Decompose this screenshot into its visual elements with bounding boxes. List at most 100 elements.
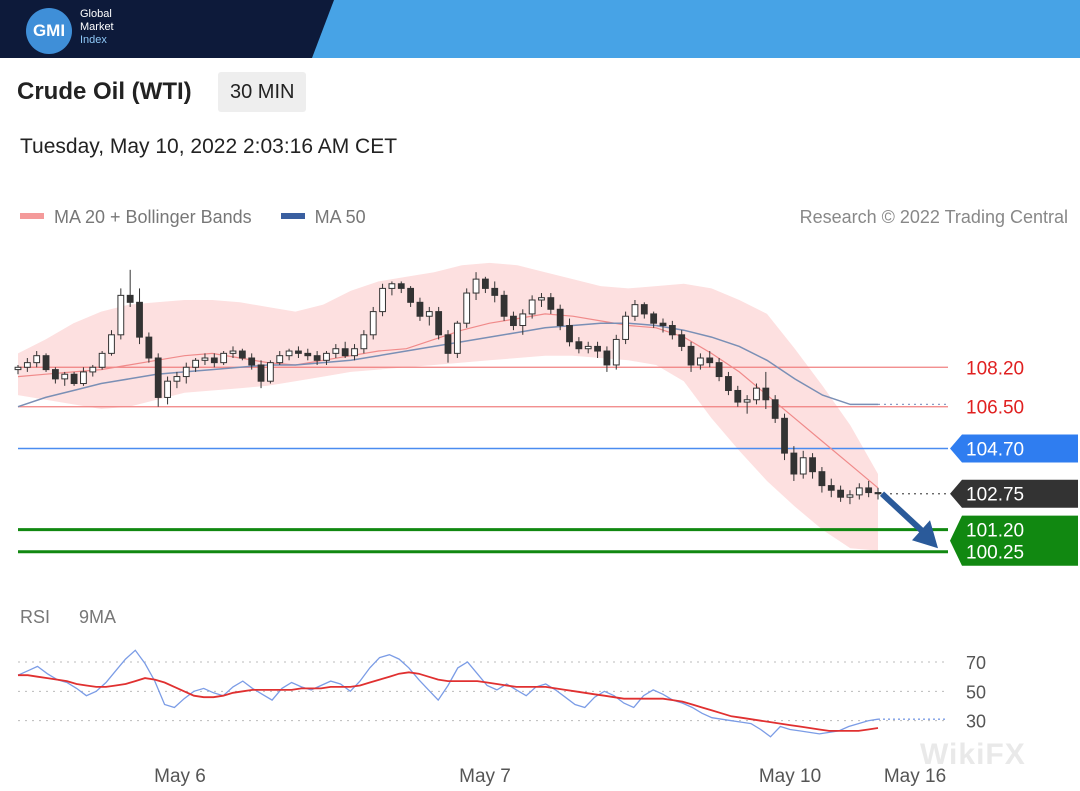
candle-body (285, 350, 293, 357)
candle-body (472, 278, 480, 294)
level-tag-label: 101.20 (966, 521, 1024, 542)
candle-body (865, 487, 873, 494)
candle (80, 367, 87, 386)
candle-body (566, 325, 573, 343)
candle (238, 348, 246, 361)
candle-body (126, 294, 134, 303)
candle-body (210, 357, 218, 364)
candle (201, 353, 209, 365)
candle-body (790, 452, 798, 475)
level-tag-label: 102.75 (966, 485, 1024, 506)
candle (874, 487, 882, 500)
candle (192, 358, 200, 372)
candle (472, 272, 480, 300)
legend-item-ma20: MA 20 + Bollinger Bands (20, 207, 252, 228)
candle (154, 353, 162, 407)
candle (248, 353, 256, 370)
level-tag-106.50: 106.50 (966, 398, 1024, 419)
legend-swatch-ma50 (280, 213, 305, 220)
candle-body (463, 292, 471, 324)
candle (715, 358, 723, 382)
candle (725, 371, 732, 396)
candle (809, 453, 816, 479)
level-tag-label: 106.50 (966, 398, 1024, 419)
candle-body (696, 357, 704, 366)
candle (743, 395, 751, 414)
candle-body (23, 362, 31, 368)
price-legend: MA 20 + Bollinger Bands MA 50 (20, 207, 390, 228)
candle (126, 269, 134, 307)
level-tag-bg (950, 479, 1078, 508)
candle (323, 351, 330, 365)
candle-body (510, 315, 517, 327)
candle-body (313, 355, 321, 361)
candle-body (136, 301, 143, 338)
candle (285, 348, 293, 361)
candle-body (70, 373, 78, 385)
candle (818, 467, 826, 493)
candle (678, 330, 686, 352)
candle (622, 311, 630, 345)
rsi-tick-label: 30 (966, 712, 986, 732)
x-axis-label: May 16 (884, 766, 946, 787)
legend-label-ma50: MA 50 (314, 207, 366, 227)
candle-body (201, 357, 209, 361)
candle-body (98, 352, 106, 368)
candle (435, 306, 443, 340)
candle-body (192, 359, 200, 368)
candle-body (51, 369, 59, 380)
candle (33, 351, 41, 368)
candle (556, 304, 564, 331)
candle-body (753, 387, 760, 401)
candle (612, 334, 620, 370)
candle (855, 483, 863, 500)
candle-body (659, 322, 667, 327)
candle-body (182, 366, 190, 378)
candle (341, 341, 349, 358)
brand-line-index: Index (80, 34, 107, 46)
candle (210, 353, 218, 368)
candle (827, 478, 835, 498)
candle-body (538, 297, 545, 301)
candle (397, 281, 405, 294)
candle-body (220, 352, 228, 364)
candle (173, 371, 181, 389)
candle (276, 351, 284, 365)
legend-swatch-ma20 (20, 213, 44, 220)
interval-selector[interactable]: 30 MIN (218, 72, 307, 112)
candle (584, 341, 592, 354)
candle (781, 413, 788, 461)
candle (164, 376, 171, 405)
candle-body (874, 492, 882, 495)
candle (538, 293, 545, 307)
candle (696, 353, 704, 370)
legend-label-9ma: 9MA (79, 607, 117, 627)
candle-body (687, 345, 695, 366)
gmi-logo[interactable]: GMI (26, 8, 72, 54)
candle (687, 341, 695, 372)
candle-body (622, 315, 630, 340)
candle (70, 371, 78, 386)
legend-item-9ma: 9MA (79, 607, 116, 628)
candle-body (341, 348, 349, 357)
candle-body (481, 278, 489, 289)
candle (425, 306, 433, 326)
legend-item-ma50: MA 50 (280, 207, 366, 228)
candle-body (584, 345, 592, 350)
candle (51, 367, 59, 384)
candle-body (528, 299, 536, 315)
candle-body (603, 350, 611, 366)
candle-body (360, 334, 368, 350)
candle (416, 297, 424, 321)
candle (865, 480, 873, 498)
candle (23, 358, 31, 372)
candle-body (734, 389, 742, 403)
x-axis-label: May 10 (759, 766, 821, 787)
candle-body (42, 355, 50, 371)
candle (98, 351, 106, 370)
candle (594, 341, 601, 358)
candle (640, 302, 648, 319)
rsi-9ma-line (18, 671, 879, 732)
candle (108, 330, 115, 356)
candle-body (416, 301, 424, 317)
